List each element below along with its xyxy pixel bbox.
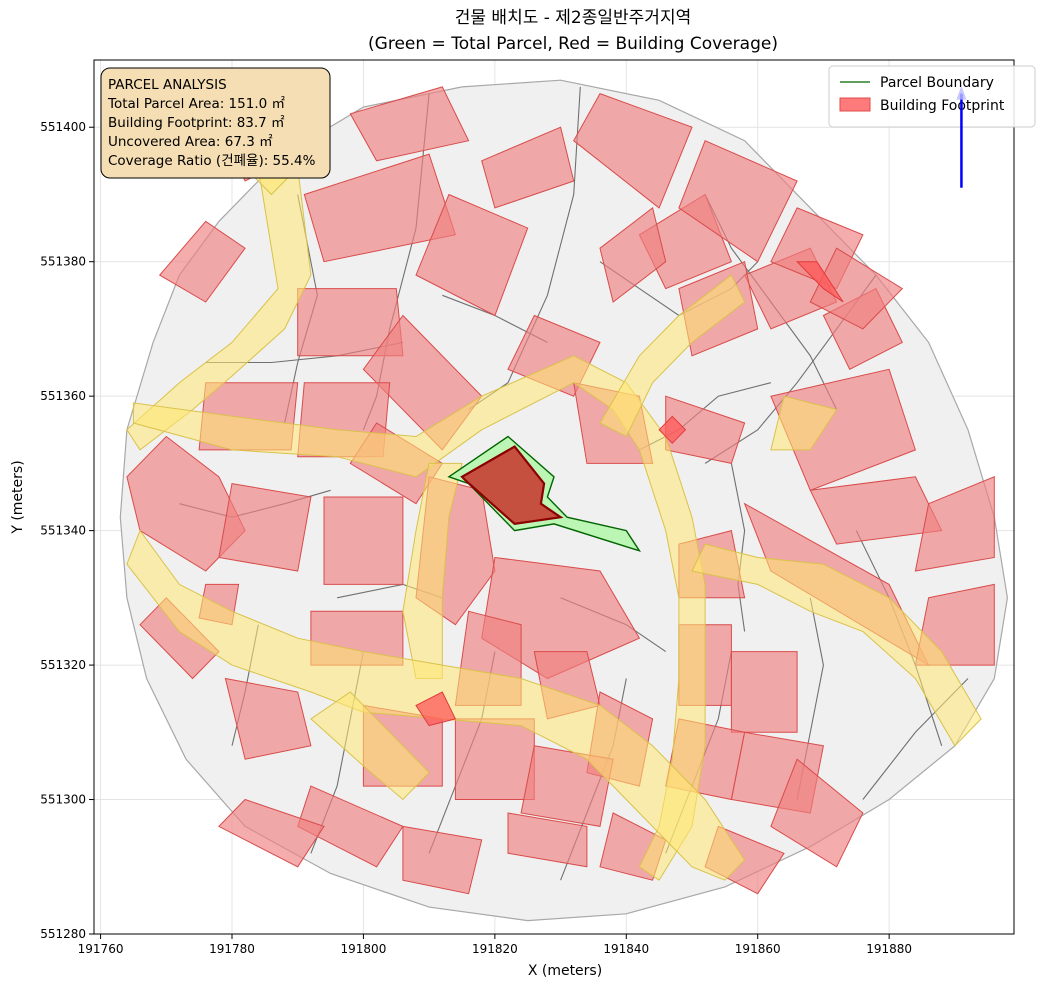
legend-label-parcel-boundary: Parcel Boundary	[880, 75, 994, 91]
overlap-highlight	[415, 691, 457, 727]
legend-background	[828, 65, 1036, 128]
building-footprint	[454, 718, 535, 800]
building-footprint	[481, 126, 575, 209]
plot-frame	[93, 59, 1015, 935]
road-area	[691, 543, 982, 747]
y-tick-label: 551280	[40, 927, 86, 941]
x-axis-label: X (meters)	[528, 963, 602, 979]
building-footprint	[218, 483, 312, 572]
x-tick-label: 191760	[78, 942, 124, 956]
info-footprint: Building Footprint: 83.7 ㎡	[108, 115, 285, 131]
road-area	[599, 274, 746, 438]
info-box-heading: PARCEL ANALYSIS	[108, 77, 227, 93]
x-tick-label: 191840	[603, 942, 649, 956]
info-coverage: Coverage Ratio (건폐율): 55.4%	[108, 153, 316, 169]
building-footprint	[297, 785, 404, 868]
building-footprint	[323, 496, 404, 585]
building-footprint	[415, 193, 529, 317]
road-area	[770, 395, 838, 451]
info-uncovered: Uncovered Area: 67.3 ㎡	[108, 134, 273, 150]
north-arrow	[956, 85, 967, 188]
x-tick-label: 191800	[341, 942, 387, 956]
building-footprint	[224, 677, 312, 760]
legend-label-building-footprint: Building Footprint	[880, 98, 1005, 114]
building-footprint	[218, 798, 325, 868]
y-tick-label: 551300	[40, 793, 86, 807]
building-footprint	[770, 368, 917, 491]
x-tick-label: 191880	[866, 942, 912, 956]
overlap-highlight	[658, 415, 687, 444]
y-tick-label: 551320	[40, 658, 86, 672]
overlap-highlight	[795, 261, 844, 303]
building-footprint	[507, 812, 588, 868]
building-footprint	[599, 207, 667, 303]
building-footprint	[573, 92, 693, 209]
x-tick-label: 191820	[472, 942, 518, 956]
info-total-area: Total Parcel Area: 151.0 ㎡	[107, 96, 285, 112]
info-box: PARCEL ANALYSIS Total Parcel Area: 151.0…	[100, 67, 331, 179]
info-box-background	[100, 67, 331, 179]
road-area	[310, 691, 430, 801]
building-footprint	[678, 140, 798, 263]
building-footprint	[158, 220, 246, 303]
building-footprint	[730, 651, 798, 733]
building-footprint	[914, 476, 995, 572]
target-building	[460, 445, 564, 526]
building-footprint	[349, 86, 470, 162]
y-tick-label: 551340	[40, 524, 86, 538]
y-tick-label: 551380	[40, 255, 86, 269]
building-footprint	[402, 825, 483, 895]
north-arrow-head	[956, 85, 967, 100]
road-area	[132, 355, 706, 881]
chart-title-line2: (Green = Total Parcel, Red = Building Co…	[368, 34, 778, 54]
x-tick-label: 191780	[209, 942, 255, 956]
y-tick-label: 551360	[40, 389, 86, 403]
building-footprint	[770, 758, 864, 868]
legend-patch-swatch	[839, 97, 871, 112]
map-area	[119, 79, 1009, 922]
y-axis-label: Y (meters)	[10, 460, 26, 534]
axis-ticks: 191760 191780 191800 191820 191840 191860 1918…	[40, 120, 912, 956]
x-tick-label: 191860	[735, 942, 781, 956]
y-tick-label: 551400	[40, 120, 86, 134]
chart-title-line1: 건물 배치도 - 제2종일반주거지역	[455, 8, 691, 28]
legend: Parcel Boundary Building Footprint	[828, 65, 1036, 128]
